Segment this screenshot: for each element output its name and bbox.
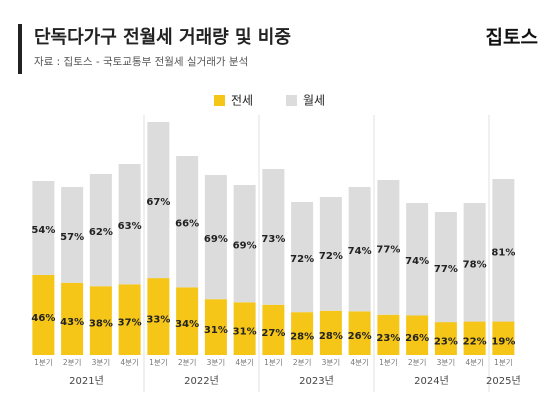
x-tick-label: 1분기 [379, 358, 398, 367]
x-tick-label: 1분기 [34, 358, 53, 367]
x-tick-label: 4분기 [350, 358, 369, 367]
value-label: 31% [233, 327, 257, 338]
value-label: 74% [405, 256, 429, 267]
x-tick-label: 1분기 [264, 358, 283, 367]
x-tick-label: 4분기 [235, 358, 254, 367]
bar-segment [319, 310, 342, 355]
x-tick-label: 2분기 [178, 358, 197, 367]
value-label: 62% [89, 227, 113, 238]
value-label: 37% [118, 318, 142, 329]
bar-segment [463, 203, 486, 322]
x-tick-label: 1분기 [149, 358, 168, 367]
x-tick-label: 4분기 [465, 358, 484, 367]
x-tick-label: 3분기 [322, 358, 341, 367]
value-label: 28% [290, 332, 314, 343]
bar-segment [434, 322, 457, 355]
value-label: 28% [319, 331, 343, 342]
value-label: 38% [89, 319, 113, 330]
bar-segment [233, 185, 256, 303]
bar-segment [348, 311, 371, 355]
value-label: 77% [434, 264, 458, 275]
bar-segment [118, 284, 141, 355]
x-tick-label: 3분기 [207, 358, 226, 367]
bar-segment [406, 203, 429, 316]
bar-segment [204, 299, 227, 355]
value-label: 78% [463, 259, 487, 270]
year-label: 2024년 [414, 375, 449, 387]
value-label: 69% [204, 234, 228, 245]
x-tick-label: 2분기 [293, 358, 312, 367]
value-label: 26% [405, 333, 429, 344]
bar-segment [233, 302, 256, 355]
bar-segment [434, 212, 457, 323]
bar-segment [492, 179, 515, 322]
legend-label: 월세 [303, 94, 325, 108]
bar-segment [291, 202, 314, 313]
value-label: 63% [118, 221, 142, 232]
value-label: 69% [233, 241, 257, 252]
bar-segment [147, 278, 170, 355]
value-label: 27% [261, 328, 285, 339]
x-tick-label: 1분기 [494, 358, 513, 367]
title-accent [18, 24, 22, 74]
value-label: 54% [31, 225, 55, 236]
bar-segment [61, 187, 84, 283]
value-label: 67% [146, 197, 170, 208]
year-label: 2022년 [184, 375, 219, 387]
bar-segment [176, 287, 199, 355]
bar-segment [147, 122, 170, 279]
value-label: 33% [146, 315, 170, 326]
legend-label: 전세 [231, 94, 253, 108]
x-tick-label: 3분기 [92, 358, 111, 367]
value-label: 46% [31, 313, 55, 324]
value-label: 81% [491, 247, 515, 258]
value-label: 19% [491, 336, 515, 347]
bar-segment [406, 315, 429, 355]
bar-segment [32, 274, 55, 355]
bar-segment [291, 312, 314, 355]
value-label: 22% [463, 336, 487, 347]
bar-segment [463, 321, 486, 355]
value-label: 72% [290, 254, 314, 265]
legend-swatch [214, 95, 225, 106]
value-label: 57% [60, 232, 84, 243]
value-label: 23% [434, 337, 458, 348]
year-label: 2025년 [486, 375, 521, 387]
value-label: 34% [175, 319, 199, 330]
value-label: 31% [204, 325, 228, 336]
value-label: 23% [376, 333, 400, 344]
bar-segment [118, 164, 141, 285]
bar-segment [319, 197, 342, 311]
value-label: 43% [60, 317, 84, 328]
value-label: 77% [376, 244, 400, 255]
year-label: 2021년 [69, 375, 104, 387]
year-label: 2023년 [299, 375, 334, 387]
bar-segment [176, 156, 199, 288]
bar-segment [61, 282, 84, 355]
value-label: 74% [348, 246, 372, 257]
x-tick-label: 2분기 [408, 358, 427, 367]
x-tick-label: 2분기 [63, 358, 82, 367]
value-label: 72% [319, 251, 343, 262]
bar-segment [492, 321, 515, 355]
bar-segment [204, 175, 227, 300]
x-tick-label: 3분기 [437, 358, 456, 367]
value-label: 73% [261, 234, 285, 245]
x-tick-label: 4분기 [120, 358, 139, 367]
chart-title: 단독다가구 전월세 거래량 및 비중 [34, 27, 291, 48]
brand-logo: 집토스 [486, 27, 538, 49]
bar-segment [262, 169, 285, 305]
bar-segment [32, 181, 55, 275]
bar-segment [262, 304, 285, 355]
bar-segment [89, 174, 112, 287]
chart-subtitle: 자료 : 집토스 - 국토교통부 전월세 실거래가 분석 [34, 56, 248, 68]
bar-segment [377, 314, 400, 355]
bar-segment [377, 180, 400, 315]
value-label: 66% [175, 219, 199, 230]
bar-segment [348, 187, 371, 312]
bar-segment [89, 286, 112, 355]
value-label: 26% [348, 331, 372, 342]
legend-swatch [286, 95, 297, 106]
